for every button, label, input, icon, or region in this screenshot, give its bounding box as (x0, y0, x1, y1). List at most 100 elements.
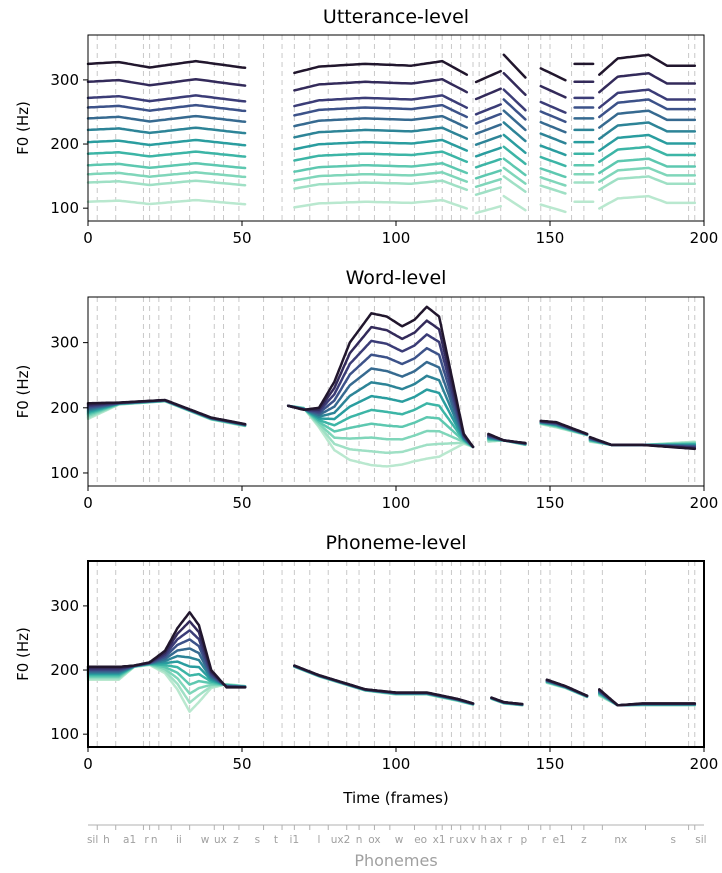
phoneme-label: ux (456, 834, 469, 846)
f0-series-line (539, 84, 567, 99)
y-axis-ticks: 100 200 300 (50, 597, 88, 743)
f0-series-line (86, 77, 247, 87)
phoneme-label: s (255, 834, 260, 846)
f0-series-line (539, 176, 567, 187)
panel-word: Word-level 0 50 100 150 200 100 200 300 F0 (Hz… (14, 267, 718, 512)
panel-title: Utterance-level (323, 6, 469, 28)
panel-utterance: Utterance-level 0 50 100 150 200 100 200 300 F… (14, 6, 718, 247)
f0-series-line (293, 150, 469, 164)
f0-series-line (293, 664, 475, 705)
f0-series-line (598, 109, 697, 129)
phoneme-label: l (318, 834, 321, 846)
plot-frame (87, 296, 705, 487)
f0-series-line (539, 203, 567, 214)
phoneme-label: z (581, 834, 587, 846)
y-tick-label: 300 (50, 334, 79, 352)
f0-series-line (502, 157, 527, 177)
phoneme-label: h (103, 834, 110, 846)
x-axis-ticks: 0 50 100 150 200 (83, 221, 718, 247)
f0-series-line (539, 110, 567, 124)
f0-series-line (86, 179, 247, 187)
phoneme-label: e1 (553, 834, 566, 846)
f0-series-line (286, 402, 475, 449)
f0-series-line (539, 120, 567, 134)
y-tick-label: 100 (50, 725, 79, 743)
phoneme-label: r (144, 834, 149, 846)
y-axis-ticks: 100 200 300 (50, 334, 88, 482)
phoneme-labels: sil h a1 r n ii w ux z s t i1 l ux2 n ox w eo x1 r ux v h ax r p r… (87, 834, 707, 846)
phoneme-label: ax (490, 834, 503, 846)
x-tick-label: 0 (83, 755, 93, 773)
x-tick-label: 100 (382, 494, 411, 512)
phoneme-ticks (96, 825, 696, 830)
phoneme-label: w (201, 834, 210, 846)
y-tick-label: 300 (50, 71, 79, 89)
f0-series-line (502, 109, 527, 132)
x-tick-label: 50 (232, 755, 251, 773)
x-axis-label: Time (frames) (342, 789, 448, 807)
f0-series-line (598, 98, 697, 119)
f0-series-line (286, 319, 475, 449)
x-tick-label: 50 (232, 229, 251, 247)
f0-series-line (293, 138, 469, 152)
f0-series-line (474, 112, 502, 125)
f0-series-line (86, 94, 247, 103)
f0-series-line (598, 88, 697, 109)
y-tick-label: 200 (50, 135, 79, 153)
f0-series-line (502, 53, 527, 79)
f0-series-line (502, 121, 527, 143)
f0-series-line (474, 204, 502, 215)
phoneme-boundary-lines (96, 561, 696, 747)
f0-series-line (539, 132, 567, 145)
panel-title: Phoneme-level (325, 532, 466, 554)
f0-series-line (502, 98, 527, 121)
f0-series-line (293, 77, 469, 94)
x-tick-label: 0 (83, 494, 93, 512)
y-axis-label: F0 (Hz) (14, 365, 32, 419)
f0-series-line (86, 171, 247, 179)
f0-series-line (474, 186, 502, 196)
y-tick-label: 100 (50, 464, 79, 482)
f0-series-line (286, 305, 475, 449)
y-axis-ticks: 100 200 300 (50, 71, 88, 217)
phoneme-label: r (508, 834, 513, 846)
f0-series-line (502, 194, 527, 212)
f0-series-line (474, 123, 502, 136)
f0-series-line (293, 94, 469, 109)
f0-series-line (86, 59, 247, 70)
panel-phoneme: Phoneme-level 0 50 100 150 200 100 200 300 F0 … (14, 532, 718, 807)
phoneme-label: h (480, 834, 487, 846)
f0-series-line (86, 103, 247, 113)
x-axis-ticks: 0 50 100 150 200 (83, 747, 718, 773)
f0-series-line (286, 374, 475, 449)
f0-series-line (86, 611, 247, 689)
f0-series-line (286, 333, 475, 449)
f0-series-line (474, 177, 502, 189)
x-tick-label: 100 (382, 755, 411, 773)
y-tick-label: 200 (50, 399, 79, 417)
f0-series-line (86, 114, 247, 123)
f0-series-line (86, 150, 247, 158)
f0-series-line (474, 87, 502, 101)
f0-series-line (598, 53, 697, 76)
f0-series-line (86, 126, 247, 135)
x-tick-label: 200 (690, 494, 719, 512)
x-tick-label: 200 (690, 229, 719, 247)
f0-series-line (598, 157, 697, 175)
phoneme-label: i1 (290, 834, 300, 846)
f0-series-line (545, 678, 589, 697)
f0-series-line (598, 175, 697, 192)
f0-series-line (86, 161, 247, 170)
x-tick-label: 0 (83, 229, 93, 247)
y-axis-label: F0 (Hz) (14, 101, 32, 155)
f0-series-line (474, 146, 502, 158)
f0-series-line (539, 67, 567, 82)
phoneme-label: n (151, 834, 158, 846)
f0-series-line (286, 404, 475, 449)
f0-series-line (539, 100, 567, 114)
f0-series-line (293, 171, 469, 183)
phoneme-label: p (520, 834, 527, 846)
phoneme-label: ox (368, 834, 380, 846)
f0-series-line (502, 166, 527, 185)
f0-series-line (86, 398, 247, 426)
